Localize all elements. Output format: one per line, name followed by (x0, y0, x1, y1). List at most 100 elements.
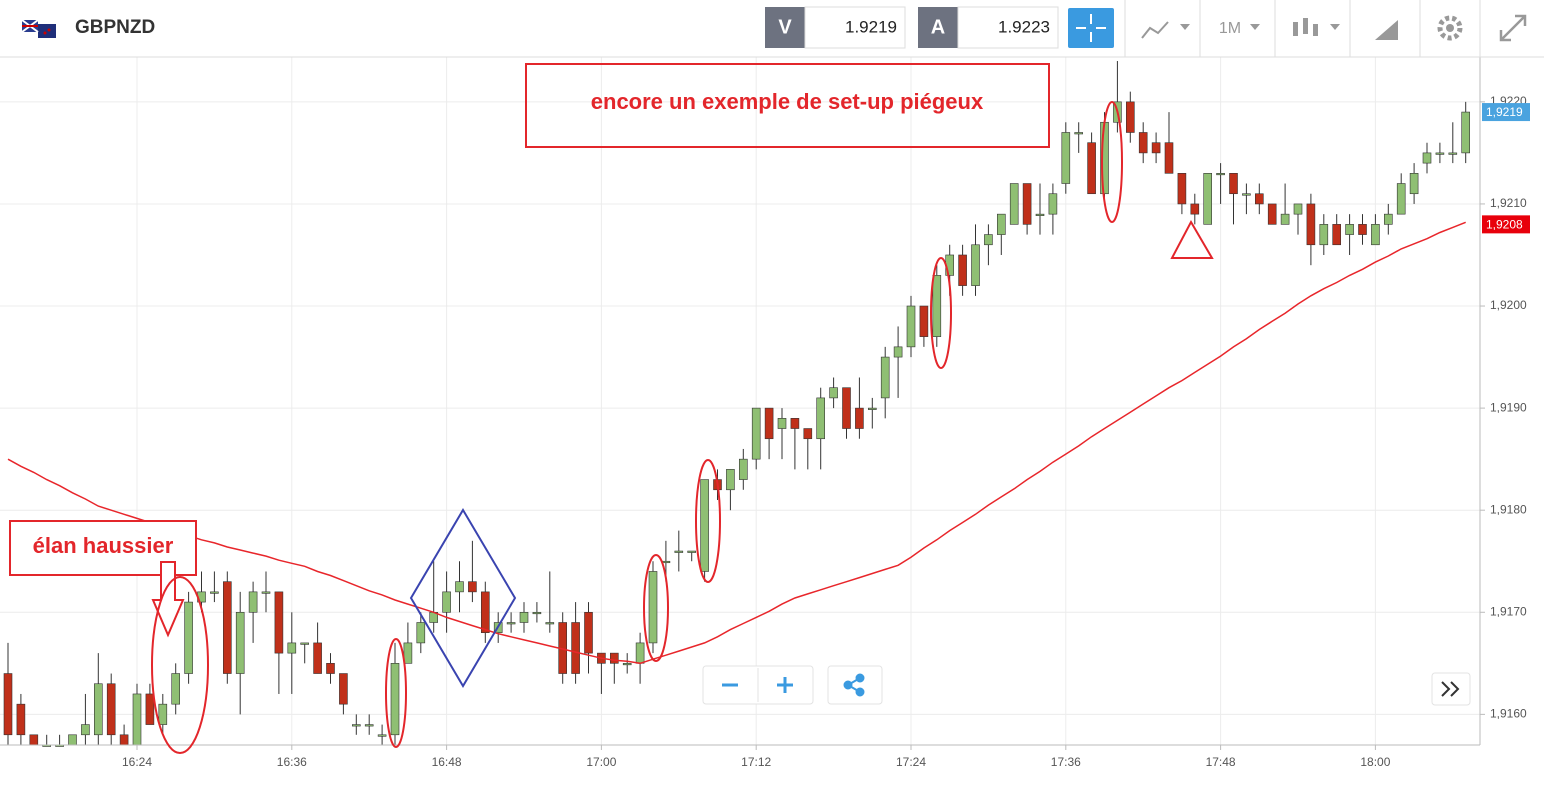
price-tag (1482, 103, 1530, 122)
candle-body (790, 418, 800, 429)
candle-body (416, 622, 426, 644)
y-tick-label: 1,9170 (1490, 604, 1527, 618)
annotation-ellipses (151, 101, 1123, 754)
x-tick-label: 16:36 (277, 755, 307, 769)
candle-body (1061, 132, 1071, 184)
candle-body (700, 479, 709, 572)
candle-body (3, 673, 13, 736)
x-tick-label: 18:00 (1360, 755, 1390, 769)
chart-type-icon[interactable] (1141, 21, 1190, 39)
candle-body (932, 275, 942, 337)
candle-body (377, 734, 387, 737)
candle-body (996, 213, 1006, 235)
x-tick-label: 17:24 (896, 755, 926, 769)
y-tick-label: 1,9200 (1490, 298, 1527, 312)
candle-body (68, 734, 77, 746)
y-tick-label: 1,9160 (1490, 707, 1527, 721)
price-tag-label: 1,9219 (1486, 105, 1523, 119)
x-tick-label: 17:00 (586, 755, 616, 769)
flag-icon (21, 19, 56, 38)
drawing-icon[interactable] (1375, 20, 1398, 40)
candle-body (1229, 173, 1238, 195)
toolbar-separators (1124, 0, 1481, 57)
y-tick-label: 1,9190 (1490, 400, 1527, 414)
sell-price: 1.9219 (845, 17, 897, 36)
y-tick-label: 1,9210 (1490, 196, 1527, 210)
timeframe[interactable]: 1M (1219, 20, 1241, 37)
candle-body (1048, 193, 1058, 215)
candle-body (261, 591, 271, 594)
candle-body (132, 693, 142, 746)
x-tick-label: 17:48 (1206, 755, 1236, 769)
candle-body (1267, 203, 1277, 225)
candle-body (893, 346, 903, 358)
candle-body (1345, 224, 1354, 235)
sell-price-box[interactable] (804, 6, 906, 49)
candle-body (145, 693, 155, 725)
buy-price-box[interactable] (957, 6, 1059, 49)
share-button[interactable] (827, 665, 883, 705)
buy-label: A (931, 16, 945, 38)
candle-body (855, 407, 864, 429)
candle-body (1280, 213, 1290, 225)
candle-body (984, 234, 993, 246)
candle-body (1164, 142, 1174, 174)
candle-body (1293, 203, 1303, 215)
annotation-arrow (151, 561, 185, 638)
candle-body (1384, 213, 1393, 225)
candle-body (223, 581, 232, 674)
x-tick-label: 17:36 (1051, 755, 1081, 769)
settings-hub (1446, 24, 1454, 32)
candle-body (313, 642, 322, 674)
timeframe-caret (1250, 24, 1260, 30)
price-tag (1482, 215, 1530, 234)
candle-body (1242, 193, 1251, 196)
candle-body (971, 244, 980, 286)
candle-body (867, 407, 877, 410)
fullscreen-icon[interactable] (1499, 14, 1527, 42)
sell-button[interactable] (765, 7, 805, 48)
candle-body (532, 611, 542, 615)
candle-body (119, 734, 129, 746)
candle-body (609, 652, 619, 664)
candle-body (390, 663, 400, 736)
candle-body (1409, 173, 1419, 195)
sell-label: V (778, 16, 792, 38)
candle-body (1422, 152, 1432, 164)
candle-body (1203, 173, 1212, 225)
crosshair-button[interactable] (1068, 8, 1114, 48)
candle-body (274, 591, 284, 654)
candle-body (1216, 173, 1225, 176)
candle-body (919, 305, 929, 337)
candle-body (545, 622, 555, 625)
candle-body (764, 407, 774, 440)
candle-icon[interactable] (1293, 18, 1340, 36)
buy-button[interactable] (918, 7, 958, 48)
candle-body (16, 703, 26, 736)
candle-body (1358, 224, 1367, 235)
candle-body (1435, 152, 1445, 155)
zoom-in-button[interactable] (777, 677, 793, 693)
candle-body (1126, 101, 1135, 133)
candle-body (184, 601, 193, 674)
x-tick-label: 16:48 (432, 755, 462, 769)
candle-body (803, 428, 813, 440)
candle-body (468, 581, 477, 593)
candle-body (1190, 203, 1200, 215)
annotation-box (525, 63, 1050, 148)
candle-body (1177, 173, 1187, 205)
x-tick-label: 16:24 (122, 755, 152, 769)
candle-body (81, 724, 90, 736)
scroll-right-button[interactable] (1431, 672, 1471, 706)
candle-body (171, 673, 180, 705)
settings-icon[interactable] (1437, 15, 1463, 41)
candle-body (1074, 132, 1083, 135)
candle-body (455, 581, 464, 593)
annotation-text: élan haussier (33, 533, 174, 558)
symbol: GBPNZD (75, 17, 155, 38)
candle-body (906, 305, 916, 348)
moving-average-line (7, 221, 1466, 665)
candle-body (94, 683, 103, 736)
